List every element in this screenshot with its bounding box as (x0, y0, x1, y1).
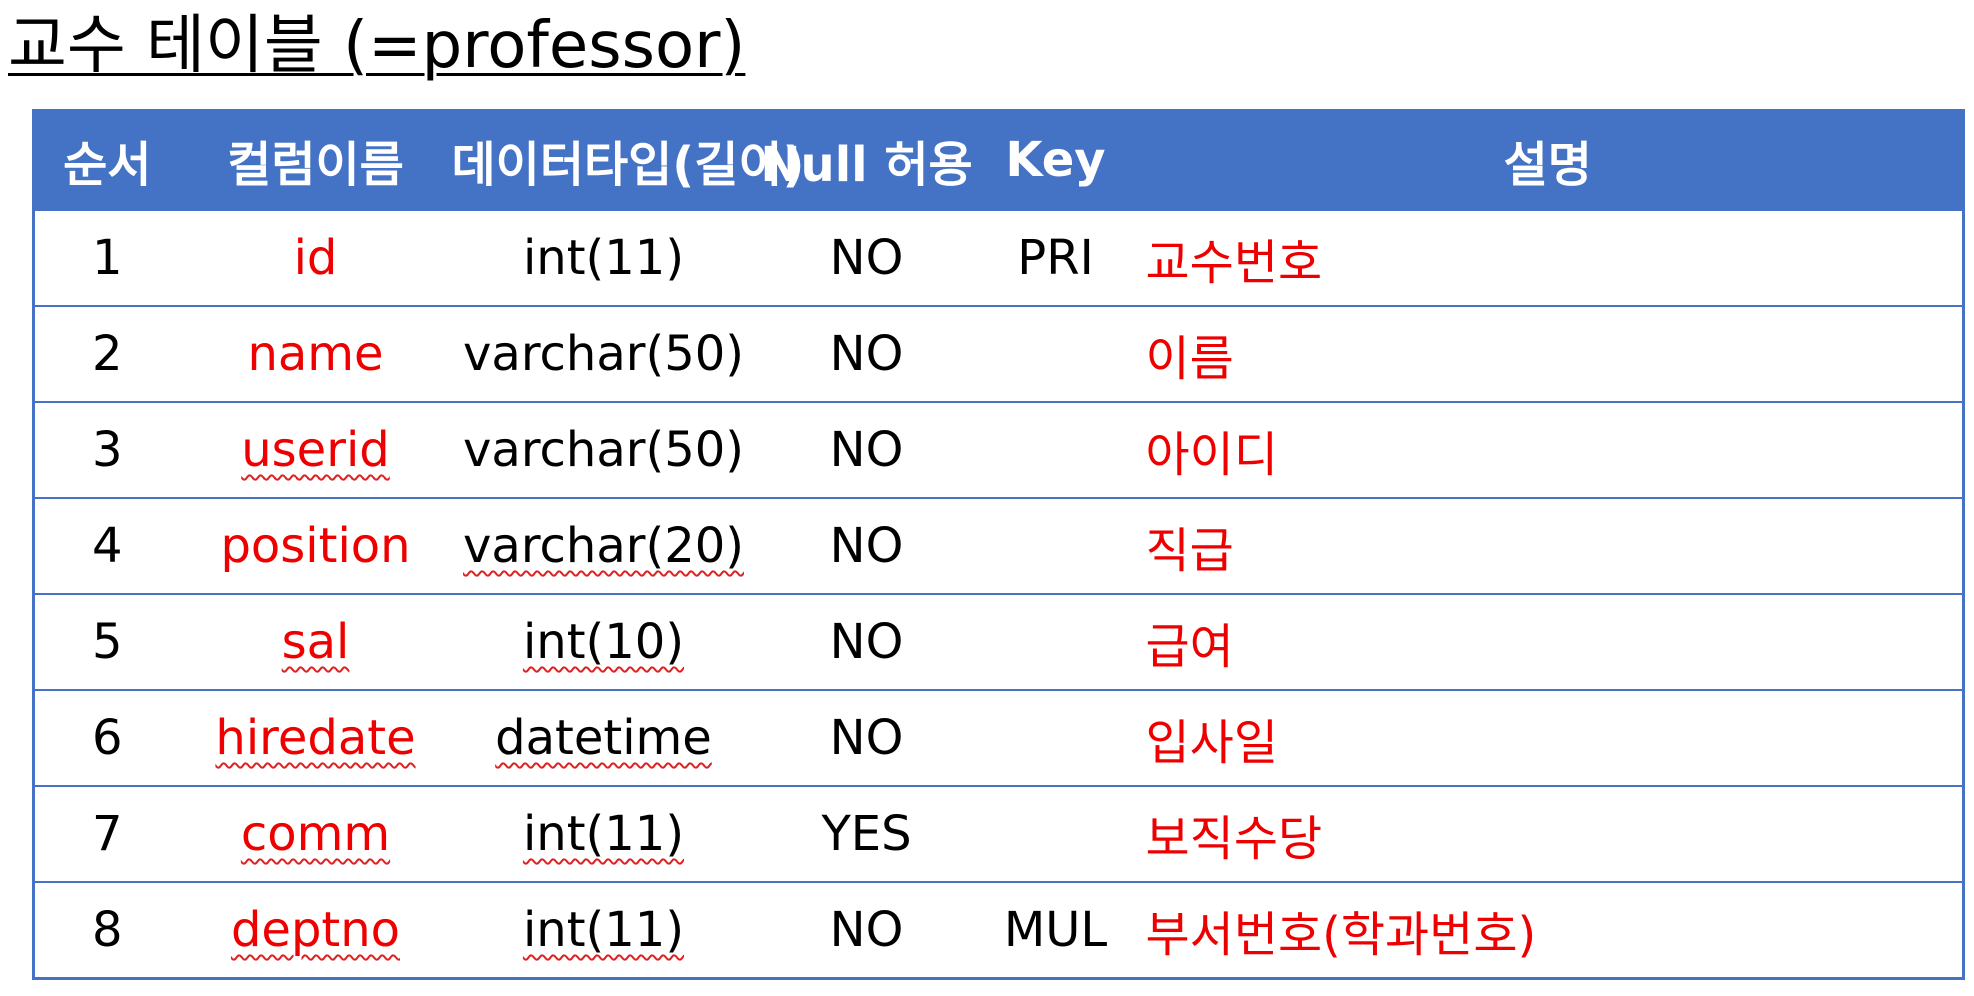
spellcheck-underlined-text: varchar(20) (463, 518, 744, 574)
cell-nullable: NO (755, 689, 978, 787)
cell-order: 1 (32, 209, 180, 307)
cell-order: 7 (32, 785, 180, 883)
spellcheck-underlined-text: sal (281, 614, 350, 670)
cell-data-type: int(10) (451, 593, 756, 691)
header-data-type: 데이터타입(길이) (451, 109, 805, 210)
cell-order: 8 (32, 881, 180, 980)
cell-order: 6 (32, 689, 180, 787)
header-row: 순서 컬럼이름 데이터타입(길이) Null 허용 Key 설명 (32, 109, 1965, 210)
table-row: 8 deptno int(11) NO MUL 부서번호(학과번호) (32, 881, 1965, 980)
header-null-allowed: Null 허용 (755, 109, 978, 210)
page-title: 교수 테이블 (=professor) (8, 9, 746, 83)
cell-key (977, 689, 1134, 787)
spellcheck-underlined-text: comm (240, 806, 391, 862)
cell-data-type: int(11) (451, 209, 756, 307)
cell-nullable: NO (755, 497, 978, 595)
table-row: 4 position varchar(20) NO 직급 (32, 497, 1965, 595)
cell-key (977, 497, 1134, 595)
table-row: 5 sal int(10) NO 급여 (32, 593, 1965, 691)
cell-nullable: YES (755, 785, 978, 883)
cell-order: 4 (32, 497, 180, 595)
cell-column-name: sal (179, 593, 452, 691)
spellcheck-underlined-text: hiredate (215, 710, 416, 766)
cell-nullable: NO (755, 593, 978, 691)
cell-column-name: comm (179, 785, 452, 883)
cell-nullable: NO (755, 401, 978, 499)
professor-schema-table: 순서 컬럼이름 데이터타입(길이) Null 허용 Key 설명 1 id in… (32, 109, 1965, 980)
spellcheck-underlined-text: int(11) (522, 902, 685, 958)
table-row: 3 userid varchar(50) NO 아이디 (32, 401, 1965, 499)
cell-column-name: id (179, 209, 452, 307)
cell-description: 보직수당 (1133, 785, 1965, 883)
cell-key (977, 593, 1134, 691)
cell-column-name: userid (179, 401, 452, 499)
cell-description: 교수번호 (1133, 209, 1965, 307)
cell-description: 급여 (1133, 593, 1965, 691)
cell-description: 부서번호(학과번호) (1133, 881, 1965, 980)
cell-data-type: varchar(20) (451, 497, 756, 595)
cell-description: 직급 (1133, 497, 1965, 595)
cell-order: 2 (32, 305, 180, 403)
spellcheck-underlined-text: userid (241, 422, 390, 478)
cell-key (977, 785, 1134, 883)
cell-nullable: NO (755, 305, 978, 403)
cell-description: 입사일 (1133, 689, 1965, 787)
cell-column-name: name (179, 305, 452, 403)
cell-order: 5 (32, 593, 180, 691)
cell-description: 이름 (1133, 305, 1965, 403)
header-key: Key (977, 109, 1134, 210)
spellcheck-underlined-text: int(11) (522, 806, 685, 862)
cell-data-type: int(11) (451, 785, 756, 883)
cell-column-name: position (179, 497, 452, 595)
table-row: 2 name varchar(50) NO 이름 (32, 305, 1965, 403)
cell-description: 아이디 (1133, 401, 1965, 499)
table-row: 1 id int(11) NO PRI 교수번호 (32, 209, 1965, 307)
spellcheck-underlined-text: datetime (495, 710, 712, 766)
spellcheck-underlined-text: deptno (230, 902, 401, 958)
header-column-name: 컬럼이름 (179, 109, 452, 210)
header-order: 순서 (32, 109, 180, 210)
cell-key: MUL (977, 881, 1134, 980)
cell-nullable: NO (755, 881, 978, 980)
cell-order: 3 (32, 401, 180, 499)
table-row: 7 comm int(11) YES 보직수당 (32, 785, 1965, 883)
cell-data-type: varchar(50) (451, 305, 756, 403)
cell-key: PRI (977, 209, 1134, 307)
spellcheck-underlined-text: int(10) (522, 614, 685, 670)
cell-nullable: NO (755, 209, 978, 307)
cell-key (977, 305, 1134, 403)
cell-column-name: deptno (179, 881, 452, 980)
cell-key (977, 401, 1134, 499)
cell-column-name: hiredate (179, 689, 452, 787)
cell-data-type: int(11) (451, 881, 756, 980)
cell-data-type: varchar(50) (451, 401, 756, 499)
table-row: 6 hiredate datetime NO 입사일 (32, 689, 1965, 787)
cell-data-type: datetime (451, 689, 756, 787)
header-description: 설명 (1133, 109, 1965, 210)
